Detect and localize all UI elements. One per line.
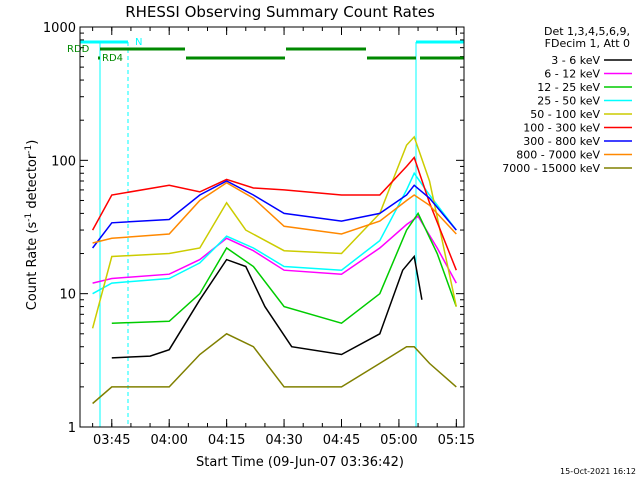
y-tick-label: 1 [68,421,76,436]
rdd-label: RDD [67,44,90,55]
y-axis: 1 10 100 1000 [43,21,464,436]
legend-header: Det 1,3,4,5,6,9,FDecim 1, Att 0 [544,25,630,50]
series-line [92,332,457,405]
series-line [92,181,457,244]
chart-title: RHESSI Observing Summary Count Rates [125,3,435,21]
plot-frame [79,26,465,428]
series-line [92,215,457,284]
footer-date: 15-Oct-2021 16:12 [560,467,636,476]
legend-label: 800 - 7000 keV [516,149,600,162]
legend-label: 50 - 100 keV [530,108,600,121]
legend-label: 3 - 6 keV [551,54,600,67]
legend-label: 6 - 12 keV [544,68,600,81]
rd4-label: RD4 [102,53,123,64]
y-axis-label: Count Rate (s-1 detector-1) [24,140,40,311]
y-tick-label: 10 [59,288,76,303]
series-line [111,254,423,359]
x-axis-label: Start Time (09-Jun-07 03:36:42) [196,455,404,470]
x-tick-label: 04:45 [323,433,360,448]
y-tick-label: 1000 [43,21,76,36]
legend-label: 7000 - 15000 keV [502,162,600,175]
saa-label: N [135,37,142,48]
flag-bars: N RDD RD4 [67,37,465,427]
x-axis: 03:45 04:00 04:15 04:30 04:45 05:00 05:15 [92,27,475,448]
legend-label: 12 - 25 keV [537,81,600,94]
y-tick-label: 100 [51,154,76,169]
x-tick-label: 04:30 [265,433,302,448]
x-tick-label: 04:00 [150,433,187,448]
series-line [111,211,458,325]
x-tick-label: 05:15 [438,433,475,448]
x-tick-label: 03:45 [93,433,130,448]
series-line [91,156,457,271]
legend-label: 25 - 50 keV [537,95,600,108]
legend-header-line: FDecim 1, Att 0 [545,37,630,50]
legend-header-line: Det 1,3,4,5,6,9, [544,25,630,38]
legend-label: 100 - 300 keV [523,122,600,135]
series-lines [91,135,458,405]
series-line [92,180,457,249]
series-line [91,135,458,329]
legend-label: 300 - 800 keV [523,135,600,148]
series-line [92,171,457,295]
x-tick-label: 05:00 [380,433,417,448]
x-tick-label: 04:15 [208,433,245,448]
